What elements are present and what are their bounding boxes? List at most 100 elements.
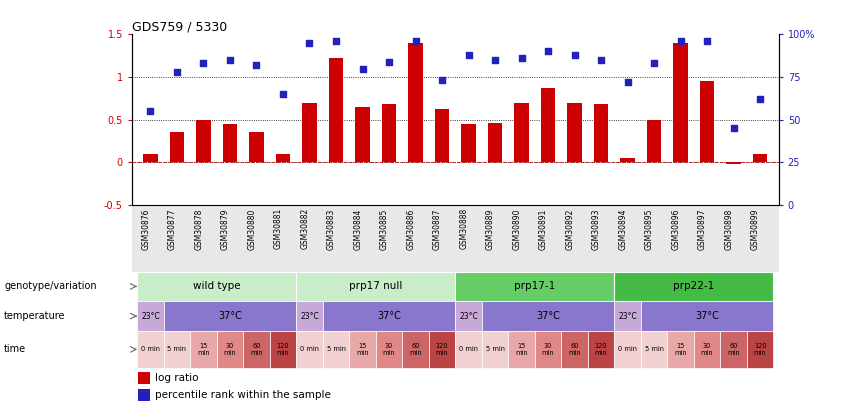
Bar <box>137 331 163 368</box>
Point <box>462 52 476 58</box>
Point <box>488 57 502 63</box>
Bar <box>667 331 694 368</box>
Text: 60
min: 60 min <box>250 343 263 356</box>
Point <box>223 57 237 63</box>
Bar <box>700 81 714 162</box>
Text: percentile rank within the sample: percentile rank within the sample <box>155 390 330 400</box>
Bar <box>217 331 243 368</box>
Bar <box>455 301 482 331</box>
Text: GSM30891: GSM30891 <box>539 208 548 249</box>
Bar <box>197 119 211 162</box>
Text: 60
min: 60 min <box>409 343 422 356</box>
Point <box>197 60 210 67</box>
Bar <box>614 331 641 368</box>
Bar <box>143 154 157 162</box>
Text: GSM30882: GSM30882 <box>300 208 310 249</box>
Text: GSM30890: GSM30890 <box>512 208 522 250</box>
Text: 37°C: 37°C <box>695 311 719 321</box>
Bar <box>461 124 476 162</box>
Bar <box>163 301 296 331</box>
Bar <box>296 272 455 301</box>
Text: GSM30896: GSM30896 <box>671 208 681 250</box>
Text: 37°C: 37°C <box>218 311 242 321</box>
Text: 120
min: 120 min <box>436 343 448 356</box>
Text: GDS759 / 5330: GDS759 / 5330 <box>132 20 227 33</box>
Text: GSM30889: GSM30889 <box>486 208 495 249</box>
Bar <box>328 58 343 162</box>
Bar <box>641 301 774 331</box>
Text: prp22-1: prp22-1 <box>673 281 715 292</box>
Point <box>541 48 555 55</box>
Text: GSM30881: GSM30881 <box>274 208 283 249</box>
Text: prp17-1: prp17-1 <box>514 281 556 292</box>
Text: 15
min: 15 min <box>515 343 528 356</box>
Text: 120
min: 120 min <box>595 343 608 356</box>
Text: 23°C: 23°C <box>618 311 637 321</box>
Text: GSM30883: GSM30883 <box>327 208 336 249</box>
Text: 0 min: 0 min <box>459 346 478 352</box>
Bar <box>191 331 217 368</box>
Bar <box>455 272 614 301</box>
Point <box>144 108 157 114</box>
Text: GSM30878: GSM30878 <box>195 208 203 249</box>
Bar <box>720 331 747 368</box>
Text: GSM30886: GSM30886 <box>407 208 415 249</box>
Text: 0 min: 0 min <box>300 346 319 352</box>
Text: time: time <box>4 344 26 354</box>
Point <box>408 38 422 45</box>
Bar <box>482 331 508 368</box>
Text: 37°C: 37°C <box>377 311 401 321</box>
Bar <box>673 43 688 162</box>
Bar <box>403 331 429 368</box>
Text: 5 min: 5 min <box>327 346 346 352</box>
Text: GSM30876: GSM30876 <box>141 208 151 250</box>
Bar <box>620 158 635 162</box>
Text: GSM30895: GSM30895 <box>645 208 654 250</box>
Bar <box>588 331 614 368</box>
Bar <box>429 331 455 368</box>
Bar <box>514 102 528 162</box>
Point <box>648 60 661 67</box>
Text: wild type: wild type <box>193 281 241 292</box>
Text: temperature: temperature <box>4 311 66 321</box>
Bar <box>323 331 349 368</box>
Bar <box>382 104 397 162</box>
Bar <box>249 132 264 162</box>
Bar <box>408 43 423 162</box>
Bar <box>641 331 667 368</box>
Text: 60
min: 60 min <box>728 343 740 356</box>
Text: GSM30885: GSM30885 <box>380 208 389 249</box>
Text: 37°C: 37°C <box>536 311 560 321</box>
Point <box>382 58 396 65</box>
Bar <box>270 331 296 368</box>
Point <box>620 79 634 85</box>
Text: 15
min: 15 min <box>197 343 210 356</box>
Bar <box>694 331 720 368</box>
Bar <box>276 154 290 162</box>
Bar <box>508 331 534 368</box>
Bar <box>223 124 237 162</box>
Bar <box>355 107 370 162</box>
Text: 30
min: 30 min <box>224 343 237 356</box>
Point <box>753 96 767 102</box>
Point <box>727 125 740 131</box>
Bar <box>243 331 270 368</box>
Text: 60
min: 60 min <box>568 343 581 356</box>
Text: GSM30899: GSM30899 <box>751 208 760 250</box>
Text: GSM30893: GSM30893 <box>592 208 601 250</box>
Point <box>356 65 369 72</box>
Text: GSM30887: GSM30887 <box>433 208 442 249</box>
Text: GSM30892: GSM30892 <box>566 208 574 249</box>
Point <box>303 40 317 46</box>
Point <box>329 38 343 45</box>
Point <box>700 38 714 45</box>
Bar <box>747 331 774 368</box>
Text: 0 min: 0 min <box>618 346 637 352</box>
Text: genotype/variation: genotype/variation <box>4 281 97 292</box>
Text: GSM30897: GSM30897 <box>698 208 707 250</box>
Bar <box>137 301 163 331</box>
Text: GSM30884: GSM30884 <box>353 208 363 249</box>
Point <box>170 69 184 75</box>
Bar <box>302 102 317 162</box>
Text: GSM30877: GSM30877 <box>168 208 177 250</box>
